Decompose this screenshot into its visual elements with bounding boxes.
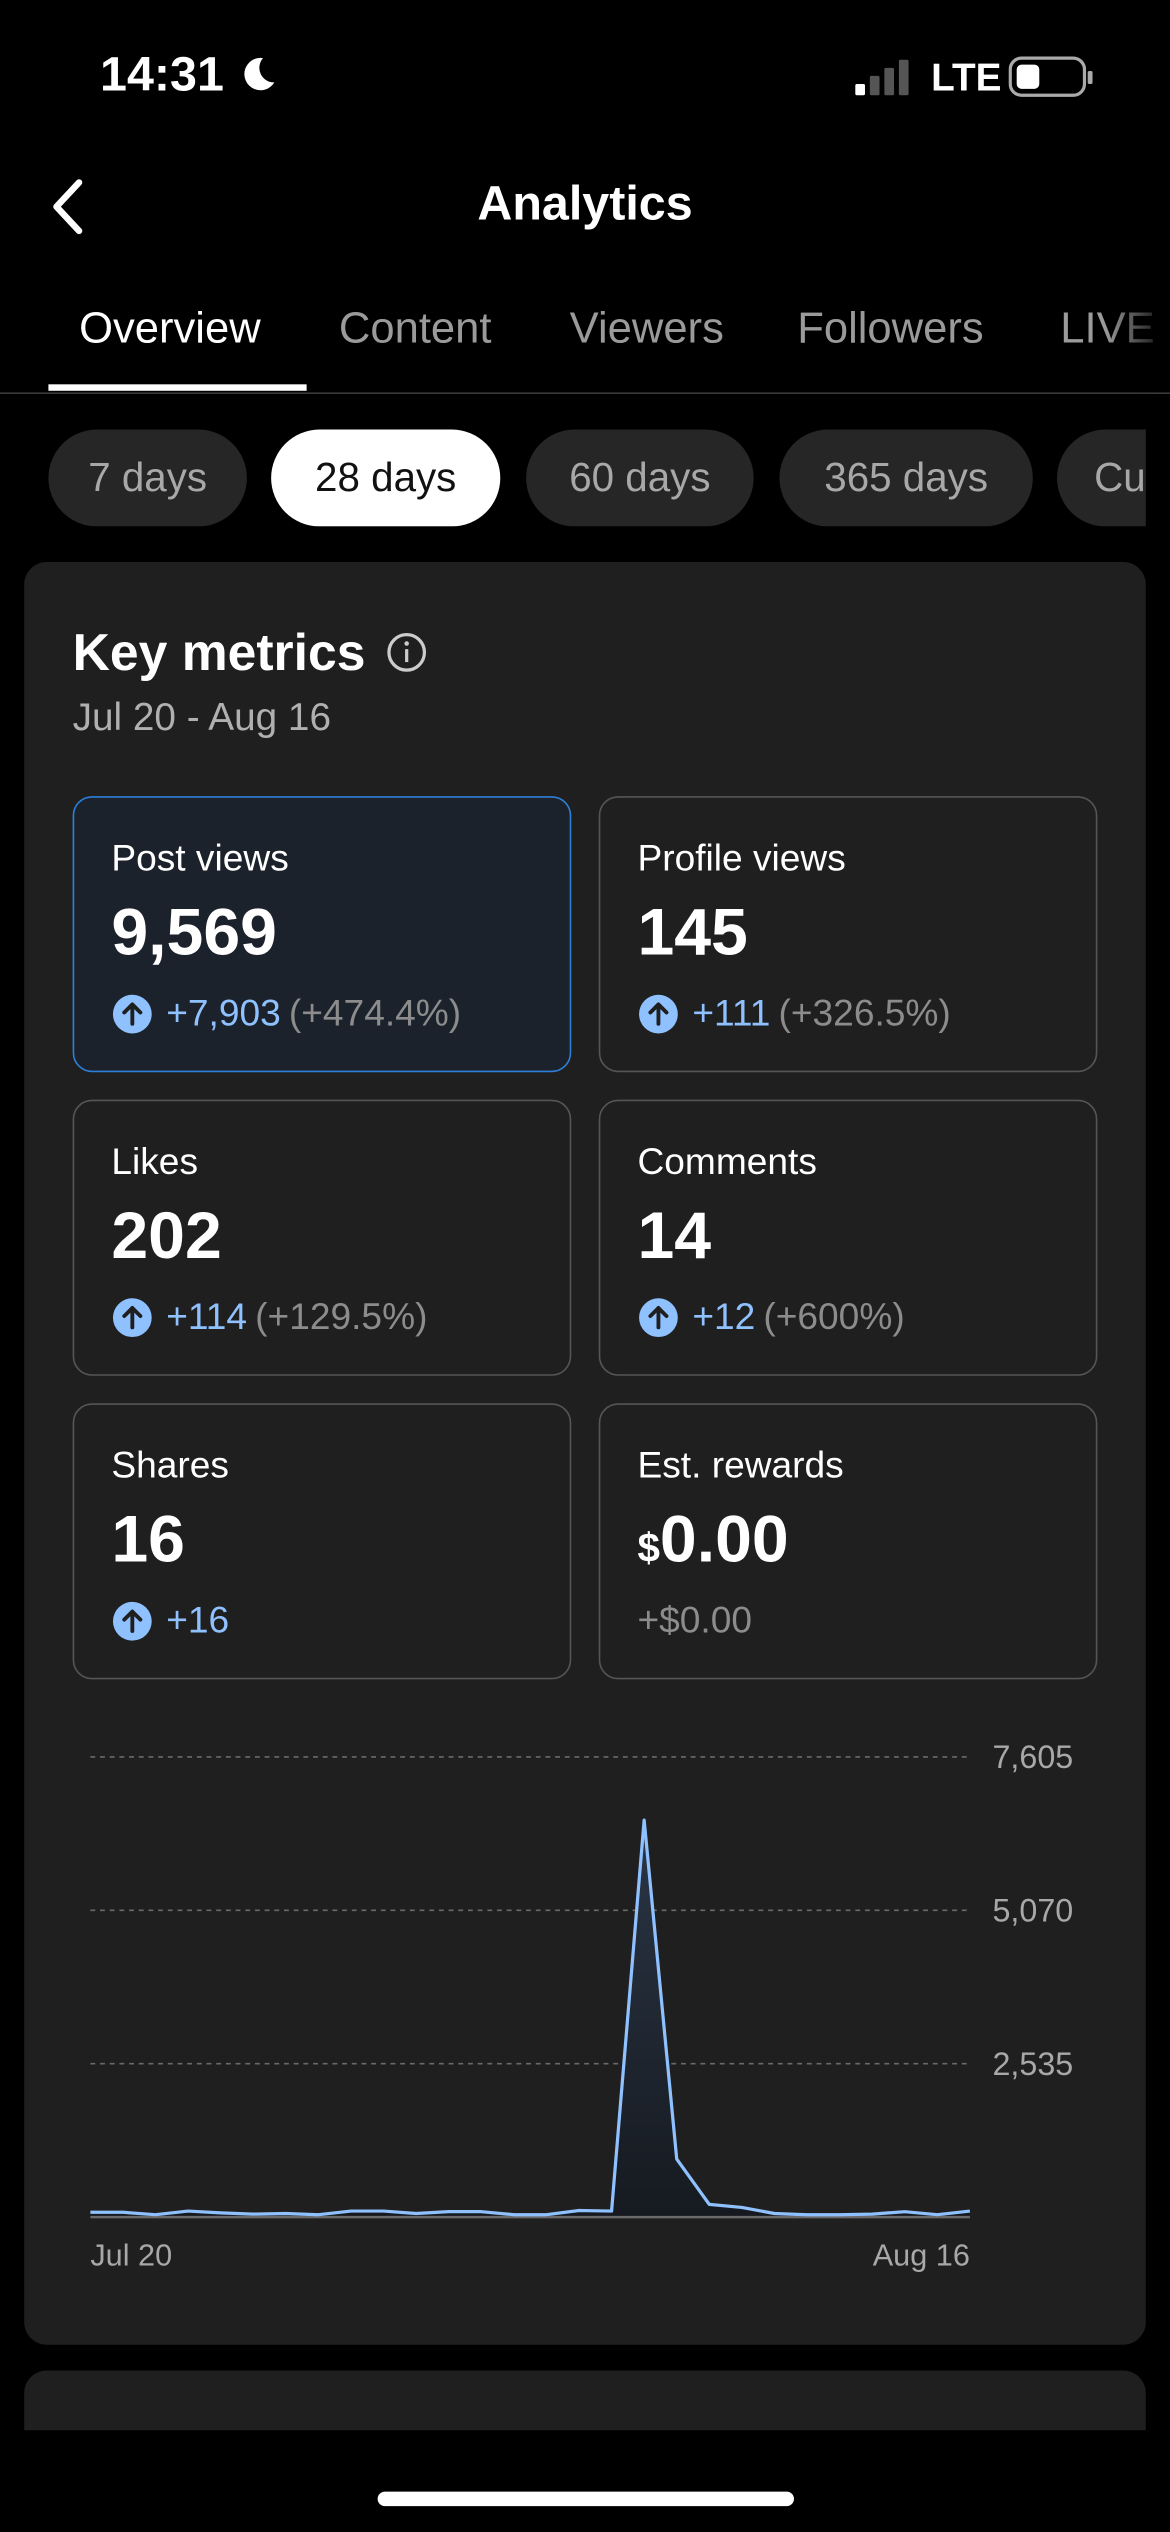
period-pill[interactable]: 7 days [48, 429, 247, 527]
metric-number: 202 [111, 1198, 222, 1273]
tab[interactable]: Followers [797, 303, 984, 353]
date-range: Jul 20 - Aug 16 [72, 695, 332, 740]
tab-fade [1105, 303, 1170, 393]
metric-card[interactable]: Est. rewards $0.00 +$0.00 [598, 1403, 1098, 1680]
change-value: +111 [692, 991, 771, 1034]
change-percent: (+326.5%) [778, 991, 951, 1034]
metric-label: Comments [637, 1140, 817, 1183]
y-tick-label: 7,605 [992, 1739, 1073, 1775]
metric-card[interactable]: Likes 202 +114 (+129.5%) [72, 1099, 572, 1376]
change-value: +16 [166, 1598, 230, 1641]
metric-label: Shares [111, 1443, 229, 1486]
metric-number: 145 [637, 894, 748, 969]
metric-number: 16 [111, 1501, 185, 1577]
back-button[interactable] [45, 178, 93, 236]
metric-label: Est. rewards [637, 1443, 844, 1486]
up-arrow-icon [639, 1297, 678, 1337]
metric-value: 202 [111, 1198, 221, 1274]
tab[interactable]: Overview [79, 303, 261, 353]
metric-label: Likes [111, 1140, 199, 1183]
bottom-bar [0, 2430, 1170, 2532]
metric-change: +7,903 (+474.4%) [111, 991, 461, 1035]
info-icon[interactable] [386, 631, 428, 673]
page-title: Analytics [477, 177, 693, 231]
metric-change: +111 (+326.5%) [637, 991, 951, 1035]
metric-number: 14 [637, 1198, 712, 1273]
section-title: Key metrics [73, 623, 429, 683]
metric-change: +$0.00 [637, 1599, 752, 1643]
change-percent: (+474.4%) [288, 991, 462, 1034]
metric-value: $0.00 [637, 1502, 788, 1578]
x-tick-label: Jul 20 [90, 2239, 172, 2273]
title-text: Key metrics [72, 623, 366, 682]
home-indicator [377, 2491, 794, 2507]
metric-currency: $ [637, 1525, 660, 1572]
metric-change: +114 (+129.5%) [111, 1295, 427, 1339]
metric-change: +12 (+600%) [637, 1295, 905, 1339]
moon-icon [244, 57, 275, 91]
change-value: +7,903 [166, 991, 281, 1034]
metric-number: 0.00 [659, 1501, 789, 1577]
change-value: +12 [692, 1295, 756, 1338]
metric-card[interactable]: Profile views 145 +111 (+326.5%) [598, 796, 1098, 1073]
network: LTE [931, 56, 1002, 101]
change-percent: (+600%) [763, 1295, 905, 1338]
change-value: +114 [166, 1295, 248, 1338]
area-fill [90, 1820, 970, 2218]
period-pill[interactable]: 28 days [271, 429, 501, 527]
up-arrow-icon [112, 1297, 152, 1337]
x-tick-label: Aug 16 [873, 2239, 970, 2273]
metric-change: +16 [111, 1599, 229, 1643]
period-pill[interactable]: Cu [1057, 429, 1146, 527]
metric-value: 14 [637, 1198, 711, 1274]
metric-number: 9,569 [111, 894, 277, 969]
y-tick-label: 5,070 [992, 1893, 1073, 1929]
chart: 2,535 5,070 7,605 Jul 20 Aug 16 [90, 1739, 1073, 2273]
tab[interactable]: Content [338, 303, 492, 353]
time: 14:31 [100, 48, 224, 102]
metric-card[interactable]: Post views 9,569 +7,903 (+474.4%) [72, 796, 572, 1073]
period-selector: 7 days 28 days 60 days 365 days Cu [0, 429, 1146, 527]
metric-label: Profile views [637, 836, 846, 879]
change-percent: (+129.5%) [255, 1295, 428, 1338]
metric-value: 9,569 [111, 895, 277, 971]
metric-label: Post views [111, 836, 289, 879]
metric-value: 145 [637, 895, 747, 971]
up-arrow-icon [639, 993, 678, 1033]
period-pill[interactable]: 60 days [526, 429, 754, 527]
line [90, 1818, 971, 2217]
metric-value: 16 [111, 1502, 185, 1578]
y-tick-label: 2,535 [992, 2046, 1073, 2082]
period-pill[interactable]: 365 days [779, 429, 1033, 527]
status-time: 14:31 [100, 48, 279, 103]
signal-icon [855, 59, 909, 96]
tab-bar: Overview Content Viewers Followers LIVE [0, 303, 1170, 395]
metric-card[interactable]: Shares 16 +16 [72, 1403, 572, 1680]
change-value: +$0.00 [637, 1598, 753, 1641]
up-arrow-icon [112, 993, 152, 1033]
metric-card[interactable]: Comments 14 +12 (+600%) [598, 1099, 1098, 1376]
battery-icon [1008, 56, 1093, 97]
up-arrow-icon [112, 1601, 152, 1640]
tab-indicator [48, 384, 307, 391]
tab[interactable]: Viewers [569, 303, 724, 353]
